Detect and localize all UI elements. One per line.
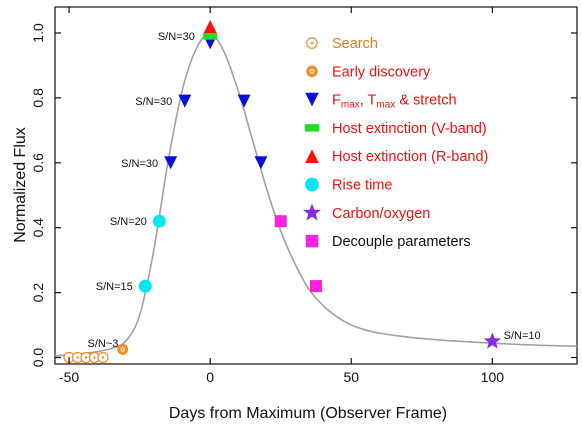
legend-marker-5 bbox=[305, 177, 319, 192]
axis-ticks: -50 0 50 100 0.0 0.2 0.4 0.6 0.8 1.0 bbox=[30, 7, 577, 385]
data-point-s2-3 bbox=[237, 94, 251, 108]
data-point-s7-0 bbox=[274, 215, 287, 228]
x-tick-label: 50 bbox=[343, 369, 359, 385]
plot-frame bbox=[54, 6, 578, 365]
sn-annotation-0: S/N=30 bbox=[158, 31, 195, 43]
data-point-s3-0 bbox=[203, 32, 218, 40]
legend-marker-3 bbox=[304, 124, 320, 132]
y-tick-label: 0.0 bbox=[30, 348, 46, 368]
y-tick-label: 1.0 bbox=[30, 23, 46, 43]
y-tick-label: 0.8 bbox=[30, 88, 46, 108]
data-point-s2-1 bbox=[178, 94, 192, 108]
legend-label-4: Host extinction (R-band) bbox=[332, 149, 488, 165]
data-point-s1-0 bbox=[117, 343, 129, 355]
data-point-s5-1 bbox=[152, 214, 166, 228]
data-point-s6-0 bbox=[483, 332, 501, 349]
sn-annotation-3: S/N=20 bbox=[110, 216, 147, 228]
legend-label-2: Fmax, Tmax & stretch bbox=[332, 93, 457, 111]
annotations: S/N=30 S/N=30 S/N=30 S/N=20 S/N=15 S/N~3 S/N=1… bbox=[88, 31, 541, 350]
data-point-s4-0 bbox=[203, 19, 217, 33]
sn-annotation-2: S/N=30 bbox=[121, 158, 158, 170]
x-tick-label: 100 bbox=[481, 369, 505, 385]
data-point-s2-0 bbox=[164, 156, 178, 170]
x-axis-label: Days from Maximum (Observer Frame) bbox=[169, 405, 447, 422]
y-tick-label: 0.4 bbox=[30, 218, 46, 238]
legend-label-1: Early discovery bbox=[332, 64, 431, 80]
legend-marker-1 bbox=[306, 65, 318, 78]
legend-label-7: Decouple parameters bbox=[332, 234, 471, 250]
legend-label-5: Rise time bbox=[332, 178, 392, 194]
data-marks bbox=[63, 19, 501, 364]
y-axis-label: Normalized Flux bbox=[12, 127, 29, 243]
legend-marker-7 bbox=[305, 234, 319, 248]
data-point-s0-1 bbox=[71, 351, 84, 364]
x-tick-label: -50 bbox=[59, 369, 79, 385]
y-tick-label: 0.2 bbox=[30, 283, 46, 303]
y-tick-label: 0.6 bbox=[30, 153, 46, 173]
data-point-s7-1 bbox=[310, 280, 322, 293]
light-curve bbox=[54, 32, 578, 357]
legend-label-3: Host extinction (V-band) bbox=[332, 121, 487, 137]
legend-marker-0 bbox=[306, 37, 318, 49]
legend: Search Early discovery Fmax, Tmax & stretc… bbox=[303, 36, 488, 250]
legend-marker-2 bbox=[305, 92, 319, 107]
sn-annotation-4: S/N=15 bbox=[96, 281, 133, 293]
x-tick-label: 0 bbox=[206, 369, 214, 385]
legend-marker-4 bbox=[305, 149, 319, 164]
legend-marker-6 bbox=[303, 203, 321, 221]
data-point-s2-4 bbox=[254, 156, 268, 170]
legend-label-6: Carbon/oxygen bbox=[332, 206, 430, 222]
sn-annotation-5: S/N~3 bbox=[88, 338, 119, 350]
legend-label-0: Search bbox=[332, 36, 378, 52]
flux-curve bbox=[54, 32, 578, 357]
sn-annotation-6: S/N=10 bbox=[504, 330, 541, 342]
sn-annotation-1: S/N=30 bbox=[135, 96, 172, 108]
plot-border bbox=[54, 6, 578, 365]
data-point-s0-4 bbox=[97, 351, 109, 364]
data-point-s5-0 bbox=[138, 279, 152, 293]
